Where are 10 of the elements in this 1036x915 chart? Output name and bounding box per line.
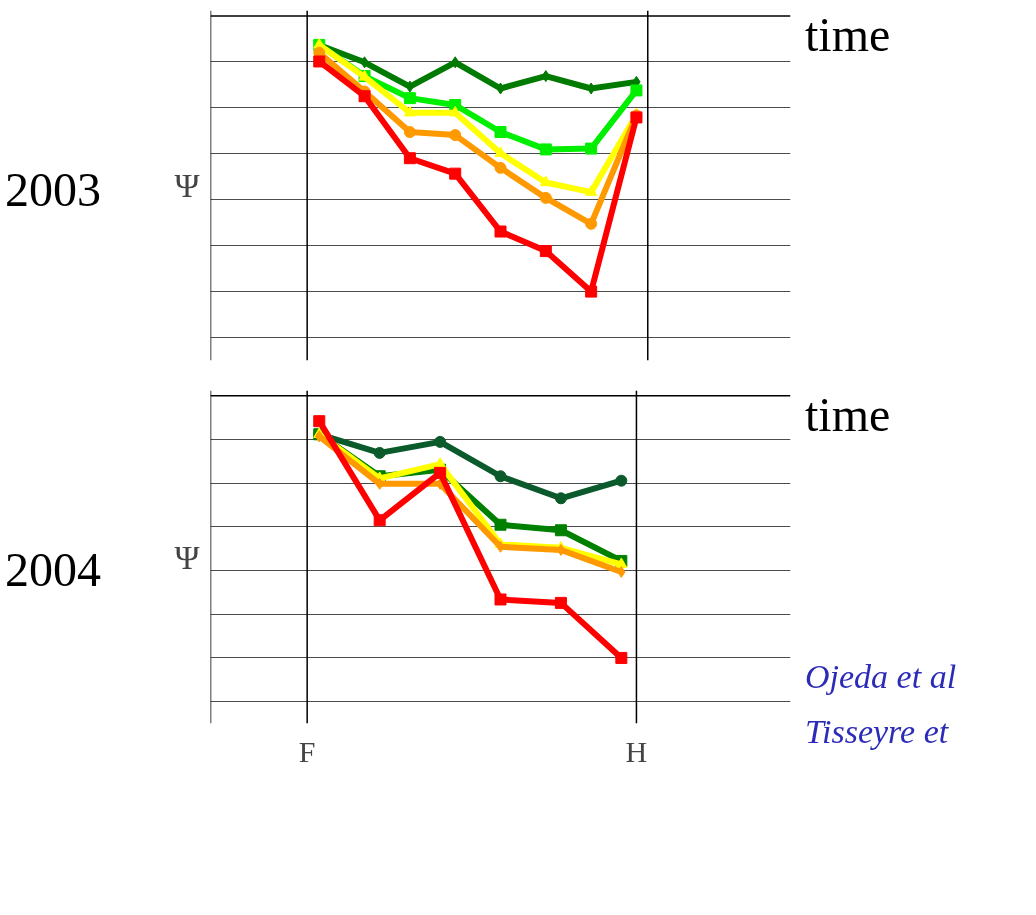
- y-axis-title: Ψ: [174, 167, 200, 204]
- text: Ojeda et al: [805, 657, 957, 698]
- text: H: [625, 734, 648, 768]
- x-axis-title: time: [805, 386, 891, 443]
- text: 2004: [5, 541, 101, 598]
- y-axis-title: Ψ: [174, 538, 200, 576]
- text: 2003: [5, 161, 101, 218]
- x-axis-title: time: [805, 6, 891, 63]
- text: Tisseyre et: [805, 712, 949, 753]
- text: F: [298, 734, 316, 768]
